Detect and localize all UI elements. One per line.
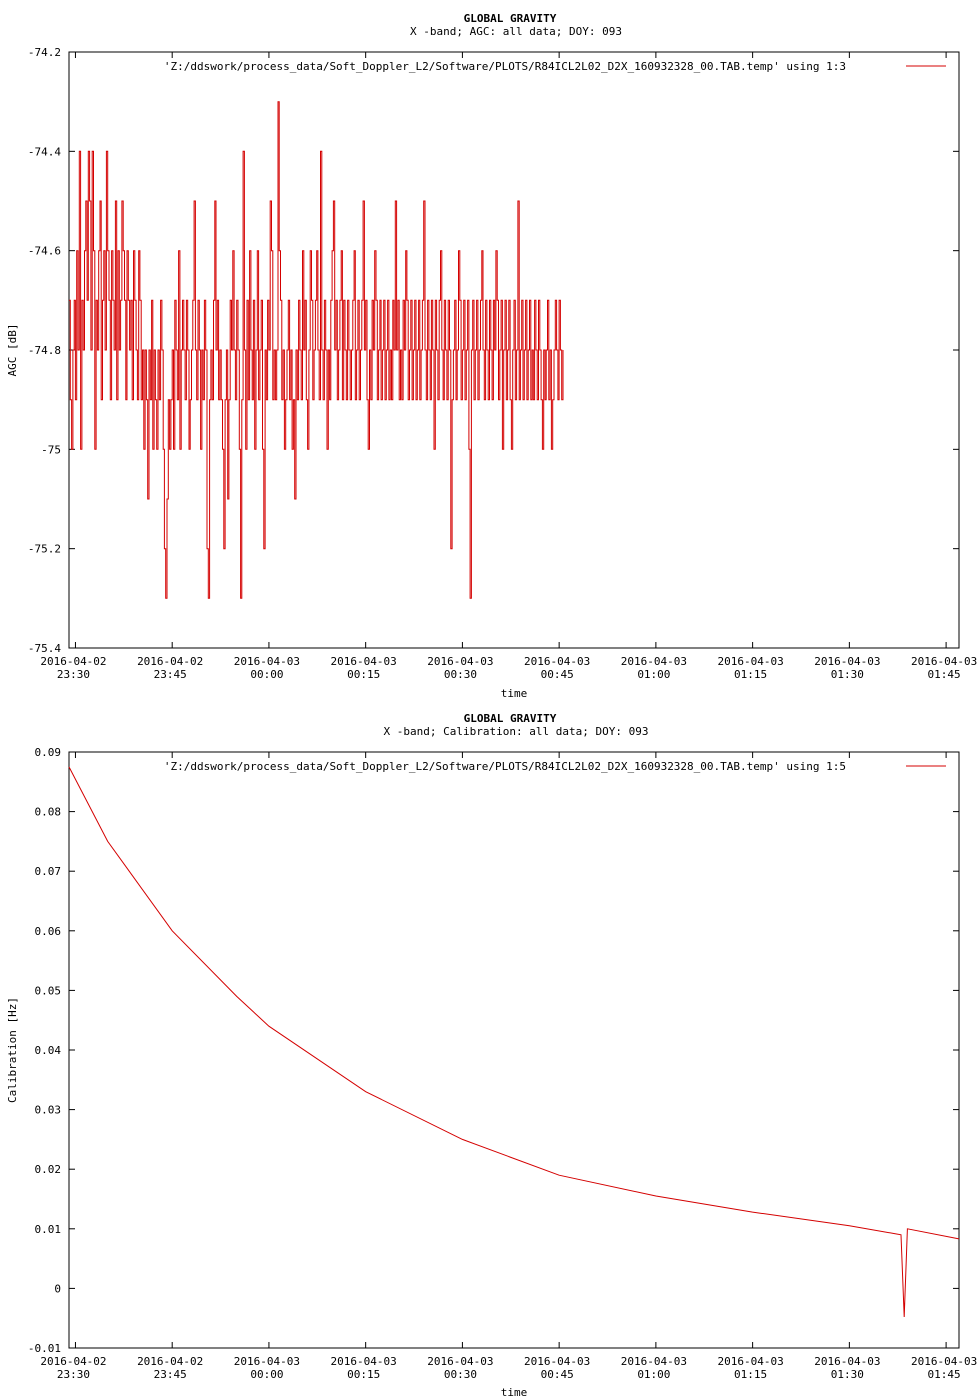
x-tick-label-date: 2016-04-02	[137, 655, 203, 668]
agc-x-ticks: 2016-04-0223:302016-04-0223:452016-04-03…	[40, 52, 977, 681]
x-tick-label-date: 2016-04-03	[331, 655, 397, 668]
calibration-plot-frame	[68, 751, 960, 1349]
x-tick-label-date: 2016-04-03	[718, 655, 784, 668]
y-tick-label: -74.6	[28, 245, 61, 258]
y-tick-label: 0.08	[35, 806, 62, 819]
y-tick-label: -74.2	[28, 46, 61, 59]
x-tick-label-date: 2016-04-03	[427, 1355, 493, 1368]
y-tick-label: 0.07	[35, 865, 62, 878]
x-tick-label-time: 23:45	[154, 668, 187, 681]
x-tick-label-time: 01:15	[734, 668, 767, 681]
x-tick-label-date: 2016-04-02	[40, 1355, 106, 1368]
x-tick-label-time: 01:00	[637, 668, 670, 681]
x-tick-label-time: 23:30	[57, 668, 90, 681]
calibration-x-ticks: 2016-04-0223:302016-04-0223:452016-04-03…	[40, 752, 977, 1381]
calibration-y-ticks: 0.09 0.08 0.07 0.06 0.05 0.04 0.03 0.02 0.01 0 -0.…	[28, 746, 959, 1355]
y-tick-label: 0.01	[35, 1223, 62, 1236]
agc-x-axis-label: time	[501, 687, 528, 700]
x-tick-label-date: 2016-04-03	[911, 655, 977, 668]
x-tick-label-time: 01:00	[637, 1368, 670, 1381]
x-tick-label-time: 00:15	[347, 668, 380, 681]
x-tick-label-time: 01:30	[831, 668, 864, 681]
calibration-chart: GLOBAL GRAVITY X -band; Calibration: all…	[6, 712, 977, 1399]
x-tick-label-time: 01:15	[734, 1368, 767, 1381]
x-tick-label-date: 2016-04-03	[621, 655, 687, 668]
x-tick-label-date: 2016-04-03	[911, 1355, 977, 1368]
x-tick-label-time: 23:30	[57, 1368, 90, 1381]
x-tick-label-time: 00:00	[250, 1368, 283, 1381]
y-tick-label: 0.04	[35, 1044, 62, 1057]
calibration-series-line	[68, 766, 960, 1318]
x-tick-label-time: 00:45	[541, 668, 574, 681]
y-tick-label: -75.2	[28, 543, 61, 556]
calibration-chart-subtitle: X -band; Calibration: all data; DOY: 093	[384, 725, 649, 738]
y-tick-label: 0.05	[35, 984, 62, 997]
x-tick-label-time: 01:45	[928, 668, 961, 681]
x-tick-label-date: 2016-04-03	[427, 655, 493, 668]
calibration-legend-label: 'Z:/ddswork/process_data/Soft_Doppler_L2…	[164, 760, 846, 773]
x-tick-label-time: 01:45	[928, 1368, 961, 1381]
y-tick-label: 0	[54, 1282, 61, 1295]
agc-chart-subtitle: X -band; AGC: all data; DOY: 093	[410, 25, 622, 38]
x-tick-label-time: 00:30	[444, 668, 477, 681]
x-tick-label-time: 23:45	[154, 1368, 187, 1381]
x-tick-label-time: 00:30	[444, 1368, 477, 1381]
y-tick-label: 0.03	[35, 1104, 62, 1117]
x-tick-label-date: 2016-04-03	[524, 1355, 590, 1368]
x-tick-label-date: 2016-04-03	[524, 655, 590, 668]
y-tick-label: -75.4	[28, 642, 61, 655]
y-tick-label: 0.09	[35, 746, 62, 759]
agc-chart: GLOBAL GRAVITY X -band; AGC: all data; D…	[6, 12, 977, 700]
agc-y-axis-label: AGC [dB]	[6, 324, 19, 377]
agc-series-line	[69, 101, 564, 599]
y-tick-label: 0.06	[35, 925, 62, 938]
x-tick-label-time: 00:45	[541, 1368, 574, 1381]
x-tick-label-date: 2016-04-03	[814, 1355, 880, 1368]
y-tick-label: -75	[41, 443, 61, 456]
x-tick-label-date: 2016-04-03	[621, 1355, 687, 1368]
y-tick-label: -74.8	[28, 344, 61, 357]
y-tick-label: -74.4	[28, 145, 61, 158]
y-tick-label: 0.02	[35, 1163, 62, 1176]
calibration-chart-title: GLOBAL GRAVITY	[464, 712, 557, 725]
x-tick-label-date: 2016-04-02	[40, 655, 106, 668]
x-tick-label-date: 2016-04-03	[234, 1355, 300, 1368]
x-tick-label-date: 2016-04-03	[234, 655, 300, 668]
calibration-y-axis-label: Calibration [Hz]	[6, 997, 19, 1103]
x-tick-label-date: 2016-04-03	[718, 1355, 784, 1368]
x-tick-label-date: 2016-04-03	[331, 1355, 397, 1368]
x-tick-label-date: 2016-04-02	[137, 1355, 203, 1368]
x-tick-label-time: 01:30	[831, 1368, 864, 1381]
calibration-x-axis-label: time	[501, 1386, 528, 1399]
x-tick-label-date: 2016-04-03	[814, 655, 880, 668]
y-tick-label: -0.01	[28, 1342, 61, 1355]
agc-legend-label: 'Z:/ddswork/process_data/Soft_Doppler_L2…	[164, 60, 846, 73]
x-tick-label-time: 00:00	[250, 668, 283, 681]
agc-chart-title: GLOBAL GRAVITY	[464, 12, 557, 25]
x-tick-label-time: 00:15	[347, 1368, 380, 1381]
